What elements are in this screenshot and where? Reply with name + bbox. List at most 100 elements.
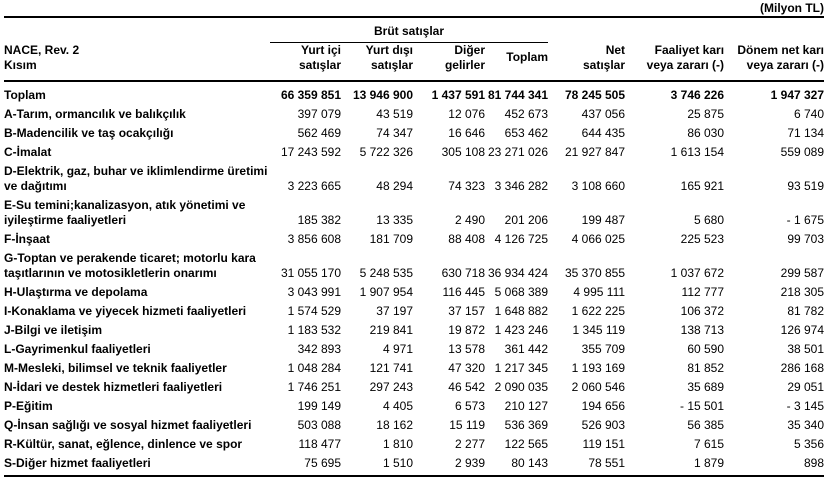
header-row-group: NACE, Rev. 2 Kısım Brüt satışlar Net sat… [4,17,824,72]
cell-value: 47 320 [448,361,485,375]
row-label: M-Mesleki, bilimsel ve teknik faaliyetle… [4,361,227,375]
cell-value: 121 741 [369,361,413,375]
row-label: H-Ulaştırma ve depolama [4,285,148,299]
cell-value: 13 946 900 [341,80,413,107]
cell-value: 19 872 [448,323,485,337]
cell-value: 185 382 [297,213,341,227]
cell-value: 78 551 [588,456,626,470]
cell-value: 3 108 660 [571,179,626,193]
cell-value: 75 695 [304,456,341,470]
cell-value: 29 051 [787,380,825,394]
row-label: R-Kültür, sanat, eğlence, dinlence ve sp… [4,437,243,451]
column-header-donem-net-kari: Dönem net karı veya zararı (-) [737,43,825,72]
cell-value: 116 445 [442,285,486,299]
table-row: F-İnşaat 3 856 608 181 709 88 408 4 126 725 4… [4,232,824,251]
cell-value: 35 340 [787,418,825,432]
cell-value: 118 477 [298,437,342,451]
cell-value: 6 573 [454,399,485,413]
cell-value: 13 335 [376,213,413,227]
table-row: I-Konaklama ve yiyecek hizmeti faaliyetl… [4,304,824,323]
cell-value: 1 810 [382,437,413,451]
cell-value: 37 157 [448,304,485,318]
cell-value: 305 108 [441,145,485,159]
table-row: C-İmalat 17 243 592 5 722 326 305 108 23 271… [4,145,824,164]
row-label: A-Tarım, ormancılık ve balıkçılık [4,107,186,121]
cell-value: 1 183 532 [287,323,341,337]
cell-value: 1 907 954 [359,285,413,299]
cell-value: 562 469 [297,126,341,140]
cell-value: 342 893 [297,342,341,356]
row-label: I-Konaklama ve yiyecek hizmeti faaliyetl… [4,304,247,318]
column-header-nace: NACE, Rev. 2 Kısım [4,43,80,72]
table-row: R-Kültür, sanat, eğlence, dinlence ve sp… [4,437,824,456]
cell-value: 5 722 326 [359,145,413,159]
cell-value: 106 372 [680,304,725,318]
table-row: L-Gayrimenkul faaliyetleri 342 893 4 971 13… [4,342,824,361]
cell-value: 536 369 [504,418,549,432]
row-label: C-İmalat [4,145,52,159]
cell-value: 138 713 [680,323,725,337]
cell-value: 43 519 [376,107,413,121]
cell-value: 559 089 [780,145,825,159]
cell-value: - 15 501 [679,399,725,413]
cell-value: 2 090 035 [494,380,549,394]
cell-value: 74 347 [376,126,413,140]
cell-value: 81 744 341 [485,80,549,107]
cell-value: 81 782 [787,304,825,318]
cell-value: 35 370 855 [564,266,626,280]
table-row: H-Ulaştırma ve depolama 3 043 991 1 907 95… [4,285,824,304]
cell-value: 88 408 [448,232,485,246]
nace-sales-table: NACE, Rev. 2 Kısım Brüt satışlar Net sat… [4,16,825,477]
cell-value: 2 277 [454,437,485,451]
cell-value: 2 060 546 [571,380,626,394]
cell-value: 3 856 608 [287,232,341,246]
cell-value: 4 971 [382,342,413,356]
unit-label: (Milyon TL) [760,1,824,15]
cell-value: 299 587 [780,266,825,280]
cell-value: 5 356 [794,437,825,451]
table-row: G-Toptan ve perakende ticaret; motorlu k… [4,251,824,285]
row-label: P-Eğitim [4,399,53,413]
cell-value: 56 385 [687,418,725,432]
cell-value: 4 995 111 [573,285,626,299]
cell-value: 355 709 [581,342,626,356]
cell-value: 112 777 [681,285,725,299]
cell-value: 1 947 327 [724,80,825,107]
cell-value: 201 206 [504,213,549,227]
table-row: A-Tarım, ormancılık ve balıkçılık 397 079… [4,107,824,126]
table-header: NACE, Rev. 2 Kısım Brüt satışlar Net sat… [4,17,824,81]
row-label: E-Su temini;kanalizasyon, atık yönetimi … [4,198,246,227]
cell-value: 78 245 505 [548,80,626,107]
cell-value: 36 934 424 [487,266,549,280]
cell-value: 199 149 [297,399,341,413]
header-row-sub: Yurt içi satışlar Yurt dışı satışlar Diğ… [4,43,824,82]
cell-value: 119 151 [582,437,626,451]
column-header-yurt-ici: Yurt içi satışlar [298,43,341,72]
cell-value: 31 055 170 [280,266,341,280]
cell-value: 18 162 [376,418,413,432]
cell-value: 181 709 [369,232,413,246]
cell-value: 452 673 [504,107,549,121]
cell-value: 4 126 725 [494,232,549,246]
cell-value: 898 [804,456,825,470]
cell-value: 194 656 [581,399,626,413]
column-header-diger-gelirler: Diğer gelirler [444,43,485,72]
cell-value: 37 197 [376,304,413,318]
row-label: F-İnşaat [4,232,51,246]
row-label: Q-İnsan sağlığı ve sosyal hizmet faaliye… [4,418,252,432]
column-header-yurt-disi: Yurt dışı satışlar [365,43,413,72]
cell-value: 210 127 [504,399,549,413]
cell-value: 297 243 [369,380,413,394]
page: (Milyon TL) NACE, Rev. 2 Kısım Brüt satı… [4,1,825,477]
cell-value: 4 066 025 [571,232,626,246]
table-row: D-Elektrik, gaz, buhar ve iklimlendirme … [4,164,824,198]
cell-value: 74 323 [448,179,485,193]
table-row: S-Diğer hizmet faaliyetleri 75 695 1 510 2 … [4,456,824,476]
cell-value: 644 435 [581,126,626,140]
cell-value: 1 037 672 [670,266,725,280]
cell-value: 16 646 [448,126,485,140]
column-header-net-satislar: Net satışlar [583,43,626,72]
cell-value: 503 088 [297,418,341,432]
cell-value: 1 437 591 [413,80,485,107]
cell-value: 526 903 [581,418,626,432]
